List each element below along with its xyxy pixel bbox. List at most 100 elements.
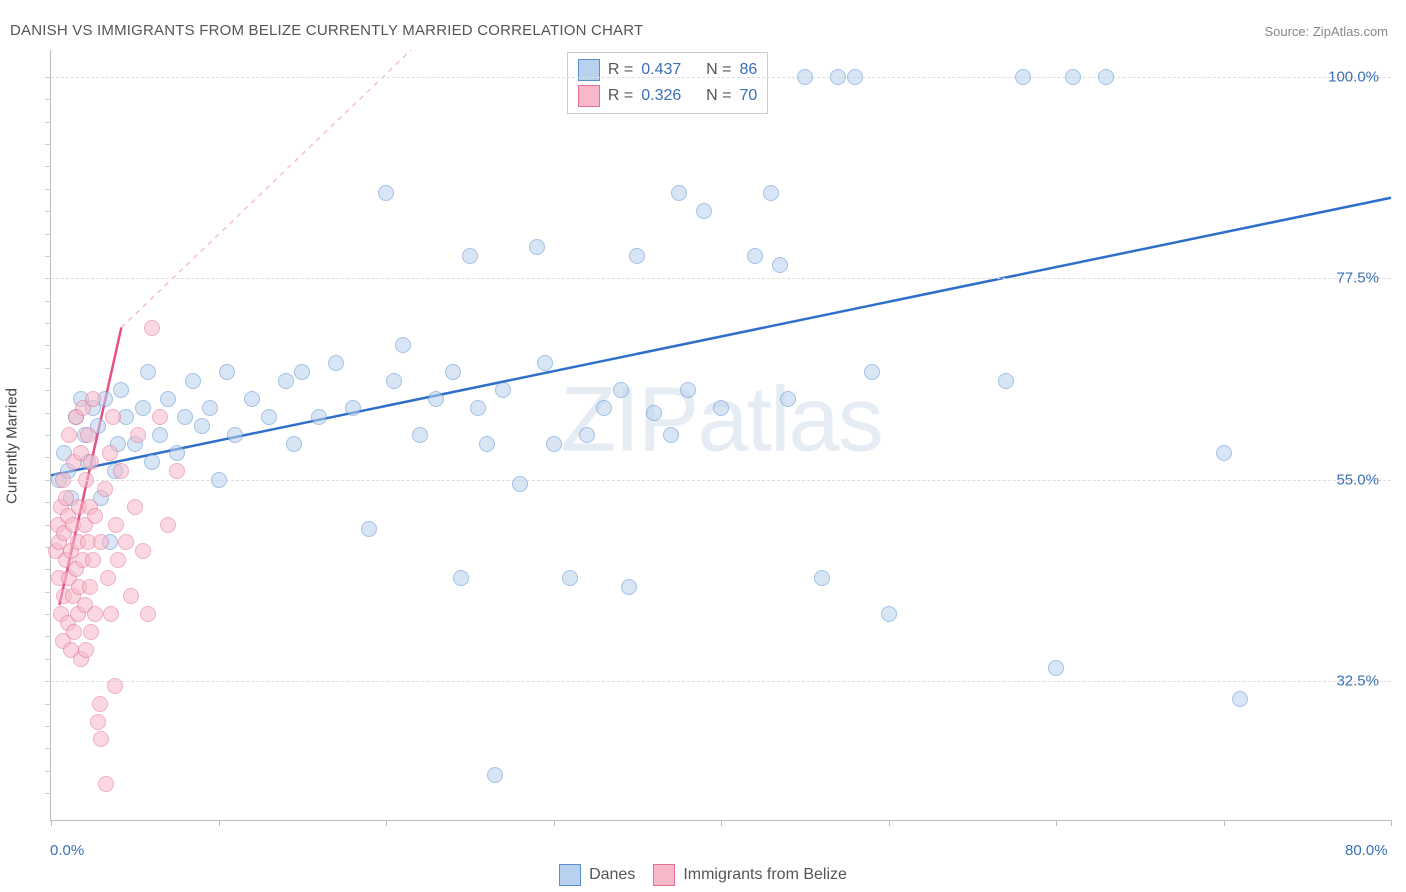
trend-line xyxy=(121,50,411,328)
scatter-point xyxy=(470,400,486,416)
scatter-point xyxy=(696,203,712,219)
y-tick-mark xyxy=(45,614,51,615)
trend-lines-layer xyxy=(51,50,1391,820)
y-tick-mark xyxy=(45,592,51,593)
scatter-point xyxy=(78,642,94,658)
scatter-point xyxy=(107,678,123,694)
scatter-point xyxy=(177,409,193,425)
y-tick-mark xyxy=(45,189,51,190)
scatter-point xyxy=(428,391,444,407)
y-tick-mark xyxy=(45,323,51,324)
scatter-point xyxy=(378,185,394,201)
scatter-point xyxy=(495,382,511,398)
scatter-point xyxy=(98,776,114,792)
legend-item: Immigrants from Belize xyxy=(653,864,847,886)
scatter-point xyxy=(261,409,277,425)
scatter-point xyxy=(105,409,121,425)
x-tick-mark xyxy=(1224,820,1225,826)
scatter-point xyxy=(1098,69,1114,85)
scatter-point xyxy=(546,436,562,452)
y-tick-label: 77.5% xyxy=(1336,270,1379,287)
scatter-point xyxy=(646,405,662,421)
scatter-point xyxy=(160,517,176,533)
y-tick-mark xyxy=(45,681,51,682)
scatter-point xyxy=(1015,69,1031,85)
y-tick-mark xyxy=(45,144,51,145)
legend-item: Danes xyxy=(559,864,635,886)
scatter-point xyxy=(97,481,113,497)
y-tick-mark xyxy=(45,659,51,660)
scatter-point xyxy=(61,427,77,443)
y-tick-mark xyxy=(45,435,51,436)
scatter-point xyxy=(90,714,106,730)
legend-swatch xyxy=(653,864,675,886)
scatter-point xyxy=(152,427,168,443)
scatter-point xyxy=(562,570,578,586)
scatter-point xyxy=(629,248,645,264)
scatter-point xyxy=(386,373,402,389)
scatter-point xyxy=(123,588,139,604)
scatter-point xyxy=(512,476,528,492)
scatter-point xyxy=(113,382,129,398)
scatter-point xyxy=(169,445,185,461)
scatter-point xyxy=(445,364,461,380)
y-tick-mark xyxy=(45,166,51,167)
y-tick-mark xyxy=(45,569,51,570)
scatter-point xyxy=(100,570,116,586)
scatter-point xyxy=(763,185,779,201)
scatter-point xyxy=(1048,660,1064,676)
scatter-point xyxy=(135,400,151,416)
scatter-point xyxy=(110,552,126,568)
legend-label: Danes xyxy=(589,866,635,884)
scatter-point xyxy=(185,373,201,389)
y-axis-label: Currently Married xyxy=(4,388,21,504)
scatter-point xyxy=(55,472,71,488)
x-tick-mark xyxy=(1391,820,1392,826)
scatter-point xyxy=(113,463,129,479)
scatter-point xyxy=(847,69,863,85)
legend-row: R = 0.326 N = 70 xyxy=(578,83,757,109)
legend-swatch xyxy=(559,864,581,886)
y-tick-mark xyxy=(45,122,51,123)
chart-title: DANISH VS IMMIGRANTS FROM BELIZE CURRENT… xyxy=(10,22,643,39)
legend-row: R = 0.437 N = 86 xyxy=(578,57,757,83)
gridline xyxy=(51,480,1391,481)
scatter-point xyxy=(671,185,687,201)
scatter-point xyxy=(194,418,210,434)
scatter-point xyxy=(93,731,109,747)
scatter-point xyxy=(395,337,411,353)
scatter-point xyxy=(92,696,108,712)
scatter-point xyxy=(1065,69,1081,85)
scatter-point xyxy=(82,579,98,595)
plot-area: ZIPatlas R = 0.437 N = 86 R = 0.326 N = … xyxy=(50,50,1391,821)
scatter-point xyxy=(144,454,160,470)
y-tick-mark xyxy=(45,480,51,481)
scatter-point xyxy=(747,248,763,264)
scatter-point xyxy=(83,454,99,470)
y-tick-mark xyxy=(45,345,51,346)
scatter-point xyxy=(130,427,146,443)
x-tick-mark xyxy=(219,820,220,826)
scatter-point xyxy=(152,409,168,425)
y-tick-mark xyxy=(45,457,51,458)
gridline xyxy=(51,681,1391,682)
y-tick-mark xyxy=(45,748,51,749)
scatter-point xyxy=(87,508,103,524)
y-tick-mark xyxy=(45,704,51,705)
scatter-point xyxy=(361,521,377,537)
scatter-point xyxy=(294,364,310,380)
y-tick-mark xyxy=(45,256,51,257)
y-tick-mark xyxy=(45,793,51,794)
scatter-point xyxy=(135,543,151,559)
x-tick-mark xyxy=(51,820,52,826)
scatter-point xyxy=(328,355,344,371)
correlation-legend: R = 0.437 N = 86 R = 0.326 N = 70 xyxy=(567,52,768,114)
scatter-point xyxy=(87,606,103,622)
scatter-point xyxy=(830,69,846,85)
legend-label: Immigrants from Belize xyxy=(683,866,847,884)
scatter-point xyxy=(596,400,612,416)
y-tick-label: 32.5% xyxy=(1336,673,1379,690)
scatter-point xyxy=(797,69,813,85)
y-tick-mark xyxy=(45,211,51,212)
y-tick-label: 100.0% xyxy=(1328,68,1379,85)
